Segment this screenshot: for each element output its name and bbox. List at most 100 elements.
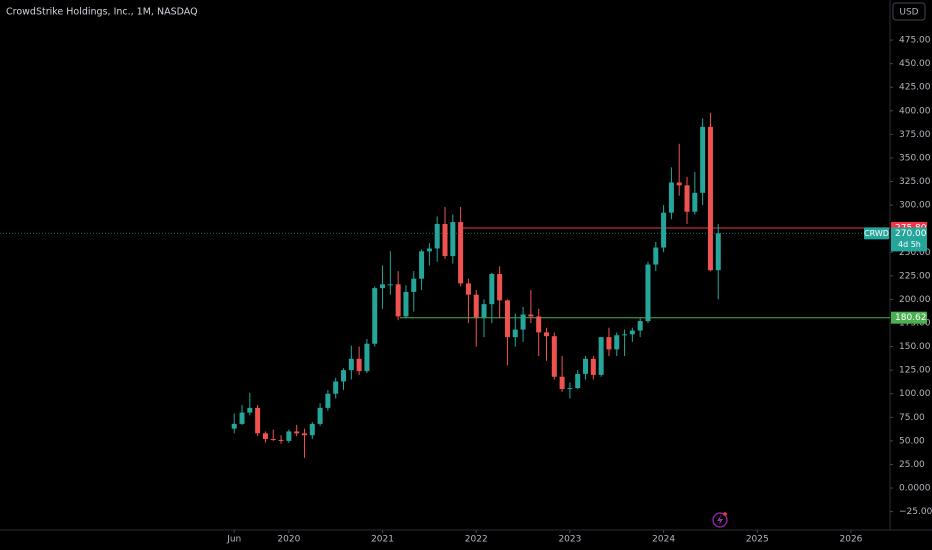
currency-button[interactable] (892, 2, 926, 21)
candle-body (450, 222, 456, 257)
candle-body (239, 412, 245, 424)
y-tick-label: 200.00 (899, 295, 931, 305)
candle-body (411, 278, 417, 292)
candle-body (489, 273, 495, 305)
candle-body (653, 247, 659, 265)
x-tick-label: Jun (226, 535, 241, 545)
x-tick-label: 2020 (277, 535, 300, 545)
candle-body (387, 284, 393, 286)
candle-body (270, 438, 276, 440)
candle-body (348, 358, 354, 371)
chart-title: CrowdStrike Holdings, Inc., 1M, NASDAQ (6, 7, 198, 18)
y-tick-label: 475.00 (899, 36, 931, 46)
candle-body (458, 222, 464, 284)
y-tick-label: 350.00 (899, 153, 931, 163)
candle-body (700, 126, 706, 193)
candle-body (341, 370, 347, 382)
candle-body (590, 358, 596, 375)
y-tick-label: 25.00 (899, 460, 925, 470)
x-tick-label: 2022 (465, 535, 488, 545)
y-tick-label: 325.00 (899, 177, 931, 187)
candle-body (684, 185, 690, 212)
candle-body (286, 431, 292, 441)
candle-body (583, 358, 589, 374)
candle-body (559, 376, 565, 390)
candle-body (520, 314, 526, 330)
x-tick-label: 2026 (840, 535, 863, 545)
y-tick-label: 100.00 (899, 389, 931, 399)
candle-body (504, 300, 510, 338)
candle-body (551, 336, 557, 377)
symbol-label: CRWD (864, 229, 889, 238)
candle-body (661, 212, 667, 248)
candle-body (707, 126, 713, 271)
candle-body (403, 291, 409, 317)
replay-icon[interactable] (712, 512, 728, 528)
y-tick-label: 250.00 (899, 248, 931, 258)
candle-body (278, 439, 284, 441)
candle-body (442, 223, 448, 257)
candle-body (481, 304, 487, 318)
candle-body (372, 288, 378, 344)
candle-body (434, 223, 440, 249)
candle-body (637, 321, 643, 331)
candle-body (497, 273, 503, 301)
x-tick-label: 2025 (746, 535, 769, 545)
candle-body (395, 284, 401, 317)
y-tick-label: 225.00 (899, 271, 931, 281)
candle-body (465, 283, 471, 295)
last-price-label: 270.00 (895, 229, 927, 239)
candle-body (473, 294, 479, 318)
candle-body (676, 182, 682, 186)
currency-label: USD (899, 8, 918, 18)
candle-body (419, 251, 425, 279)
candle-body (426, 248, 432, 252)
y-tick-label: −25.00 (899, 507, 932, 517)
candle-body (512, 329, 518, 338)
candle-body (598, 337, 604, 375)
y-tick-label: 50.00 (899, 436, 925, 446)
x-tick-label: 2023 (558, 535, 581, 545)
y-tick-label: 0.0000 (899, 484, 931, 494)
candle-body (536, 316, 542, 333)
symbol-tag (864, 227, 889, 240)
countdown-label: 4d 5h (898, 240, 921, 249)
candle-body (575, 373, 581, 389)
candle-body (356, 358, 362, 372)
candle-body (645, 264, 651, 322)
y-tick-label: 450.00 (899, 59, 931, 69)
x-tick-label: 2021 (371, 535, 394, 545)
candle-body (262, 433, 268, 439)
y-tick-label: 75.00 (899, 413, 925, 423)
level-price-tag (891, 311, 927, 324)
candle-body (606, 337, 612, 350)
candle-body (333, 381, 339, 394)
y-tick-label: 125.00 (899, 366, 931, 376)
candle-body (668, 182, 674, 213)
candle-body (231, 423, 237, 429)
candle-body (364, 343, 370, 372)
candle-body (567, 388, 573, 390)
y-tick-label: 300.00 (899, 201, 931, 211)
y-tick-label: 400.00 (899, 106, 931, 116)
y-tick-label: 150.00 (899, 342, 931, 352)
x-tick-label: 2024 (652, 535, 675, 545)
candle-body (614, 335, 620, 350)
candle-body (301, 433, 307, 436)
candle-body (715, 233, 721, 271)
y-tick-label: 425.00 (899, 83, 931, 93)
candle-body (629, 330, 635, 335)
candle-body (622, 334, 628, 336)
candle-body (543, 332, 549, 337)
candle-body (294, 431, 300, 434)
y-tick-label: 375.00 (899, 130, 931, 140)
candle-body (325, 393, 331, 408)
candle-body (317, 407, 323, 424)
candle-body (255, 407, 261, 434)
last-price-tag (891, 227, 927, 252)
candle-body (380, 284, 386, 289)
candle-body (528, 314, 534, 317)
